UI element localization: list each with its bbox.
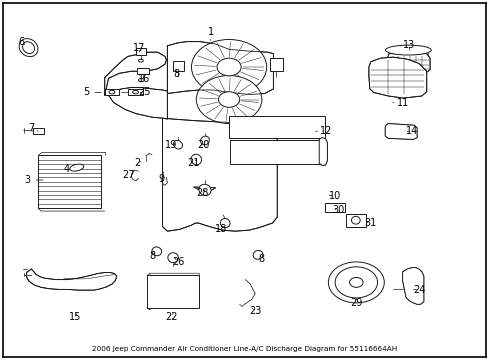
Text: 4: 4 bbox=[63, 165, 75, 174]
Text: 26: 26 bbox=[171, 257, 184, 267]
Bar bbox=[173, 61, 183, 71]
Polygon shape bbox=[386, 54, 429, 78]
Text: 8: 8 bbox=[173, 69, 179, 79]
Text: 13: 13 bbox=[403, 40, 415, 50]
Bar bbox=[38, 155, 101, 208]
Bar bbox=[33, 128, 44, 134]
Text: 28: 28 bbox=[196, 188, 208, 198]
Text: 1: 1 bbox=[207, 27, 213, 41]
Text: 20: 20 bbox=[197, 140, 209, 150]
Ellipse shape bbox=[138, 78, 144, 82]
Text: 10: 10 bbox=[328, 191, 341, 201]
Circle shape bbox=[349, 278, 363, 287]
Text: 8: 8 bbox=[148, 251, 155, 261]
Bar bbox=[137, 68, 149, 74]
Ellipse shape bbox=[385, 45, 430, 55]
Polygon shape bbox=[26, 269, 117, 290]
Polygon shape bbox=[162, 118, 277, 231]
Text: 16: 16 bbox=[138, 74, 150, 84]
Ellipse shape bbox=[173, 140, 182, 149]
Bar bbox=[269, 58, 283, 71]
Ellipse shape bbox=[191, 154, 201, 165]
Polygon shape bbox=[319, 138, 327, 165]
Circle shape bbox=[218, 92, 239, 107]
Text: 12: 12 bbox=[315, 126, 332, 136]
Text: 5: 5 bbox=[83, 87, 101, 98]
Text: 7: 7 bbox=[28, 123, 38, 133]
Text: 15: 15 bbox=[68, 312, 81, 322]
Circle shape bbox=[328, 262, 384, 303]
Polygon shape bbox=[368, 57, 426, 98]
Polygon shape bbox=[385, 123, 416, 139]
Ellipse shape bbox=[200, 136, 209, 145]
Text: 2: 2 bbox=[134, 158, 141, 168]
Circle shape bbox=[196, 76, 261, 123]
Circle shape bbox=[334, 267, 377, 298]
Text: 18: 18 bbox=[215, 224, 227, 234]
Bar bbox=[104, 89, 119, 95]
Text: 6: 6 bbox=[19, 37, 25, 46]
Bar bbox=[345, 214, 365, 226]
Text: 22: 22 bbox=[164, 312, 177, 322]
Polygon shape bbox=[193, 187, 215, 193]
Ellipse shape bbox=[138, 59, 143, 62]
Ellipse shape bbox=[152, 247, 162, 256]
Bar bbox=[127, 89, 143, 95]
Text: 11: 11 bbox=[392, 98, 408, 108]
Ellipse shape bbox=[109, 90, 115, 94]
Ellipse shape bbox=[220, 219, 229, 228]
Text: 29: 29 bbox=[349, 298, 362, 308]
Ellipse shape bbox=[199, 184, 211, 195]
Text: 24: 24 bbox=[412, 285, 425, 295]
Circle shape bbox=[217, 58, 241, 76]
Ellipse shape bbox=[253, 251, 263, 259]
Text: 9: 9 bbox=[158, 174, 164, 184]
Bar bbox=[325, 203, 344, 212]
Ellipse shape bbox=[167, 253, 178, 262]
Bar bbox=[228, 116, 325, 138]
Bar bbox=[147, 275, 199, 308]
Ellipse shape bbox=[19, 39, 38, 57]
Text: 17: 17 bbox=[133, 42, 145, 53]
Polygon shape bbox=[402, 267, 423, 304]
Text: 30: 30 bbox=[332, 205, 344, 215]
Ellipse shape bbox=[351, 216, 360, 224]
Circle shape bbox=[191, 40, 266, 95]
Text: 19: 19 bbox=[165, 140, 177, 150]
Text: 31: 31 bbox=[364, 218, 376, 228]
Text: 25: 25 bbox=[138, 87, 150, 98]
Text: 14: 14 bbox=[406, 126, 418, 136]
Text: 21: 21 bbox=[187, 158, 200, 168]
Ellipse shape bbox=[70, 164, 83, 171]
Text: 23: 23 bbox=[248, 306, 261, 316]
Ellipse shape bbox=[132, 90, 138, 94]
Text: 2006 Jeep Commander Air Conditioner Line-A/C Discharge Diagram for 55116664AH: 2006 Jeep Commander Air Conditioner Line… bbox=[92, 346, 396, 352]
Polygon shape bbox=[108, 87, 167, 119]
Bar bbox=[229, 140, 324, 164]
Ellipse shape bbox=[22, 42, 35, 54]
Text: 8: 8 bbox=[258, 255, 264, 265]
Polygon shape bbox=[104, 52, 166, 95]
Text: 27: 27 bbox=[122, 170, 135, 180]
Bar bbox=[135, 48, 146, 55]
Text: 3: 3 bbox=[24, 175, 43, 185]
Polygon shape bbox=[167, 42, 273, 95]
